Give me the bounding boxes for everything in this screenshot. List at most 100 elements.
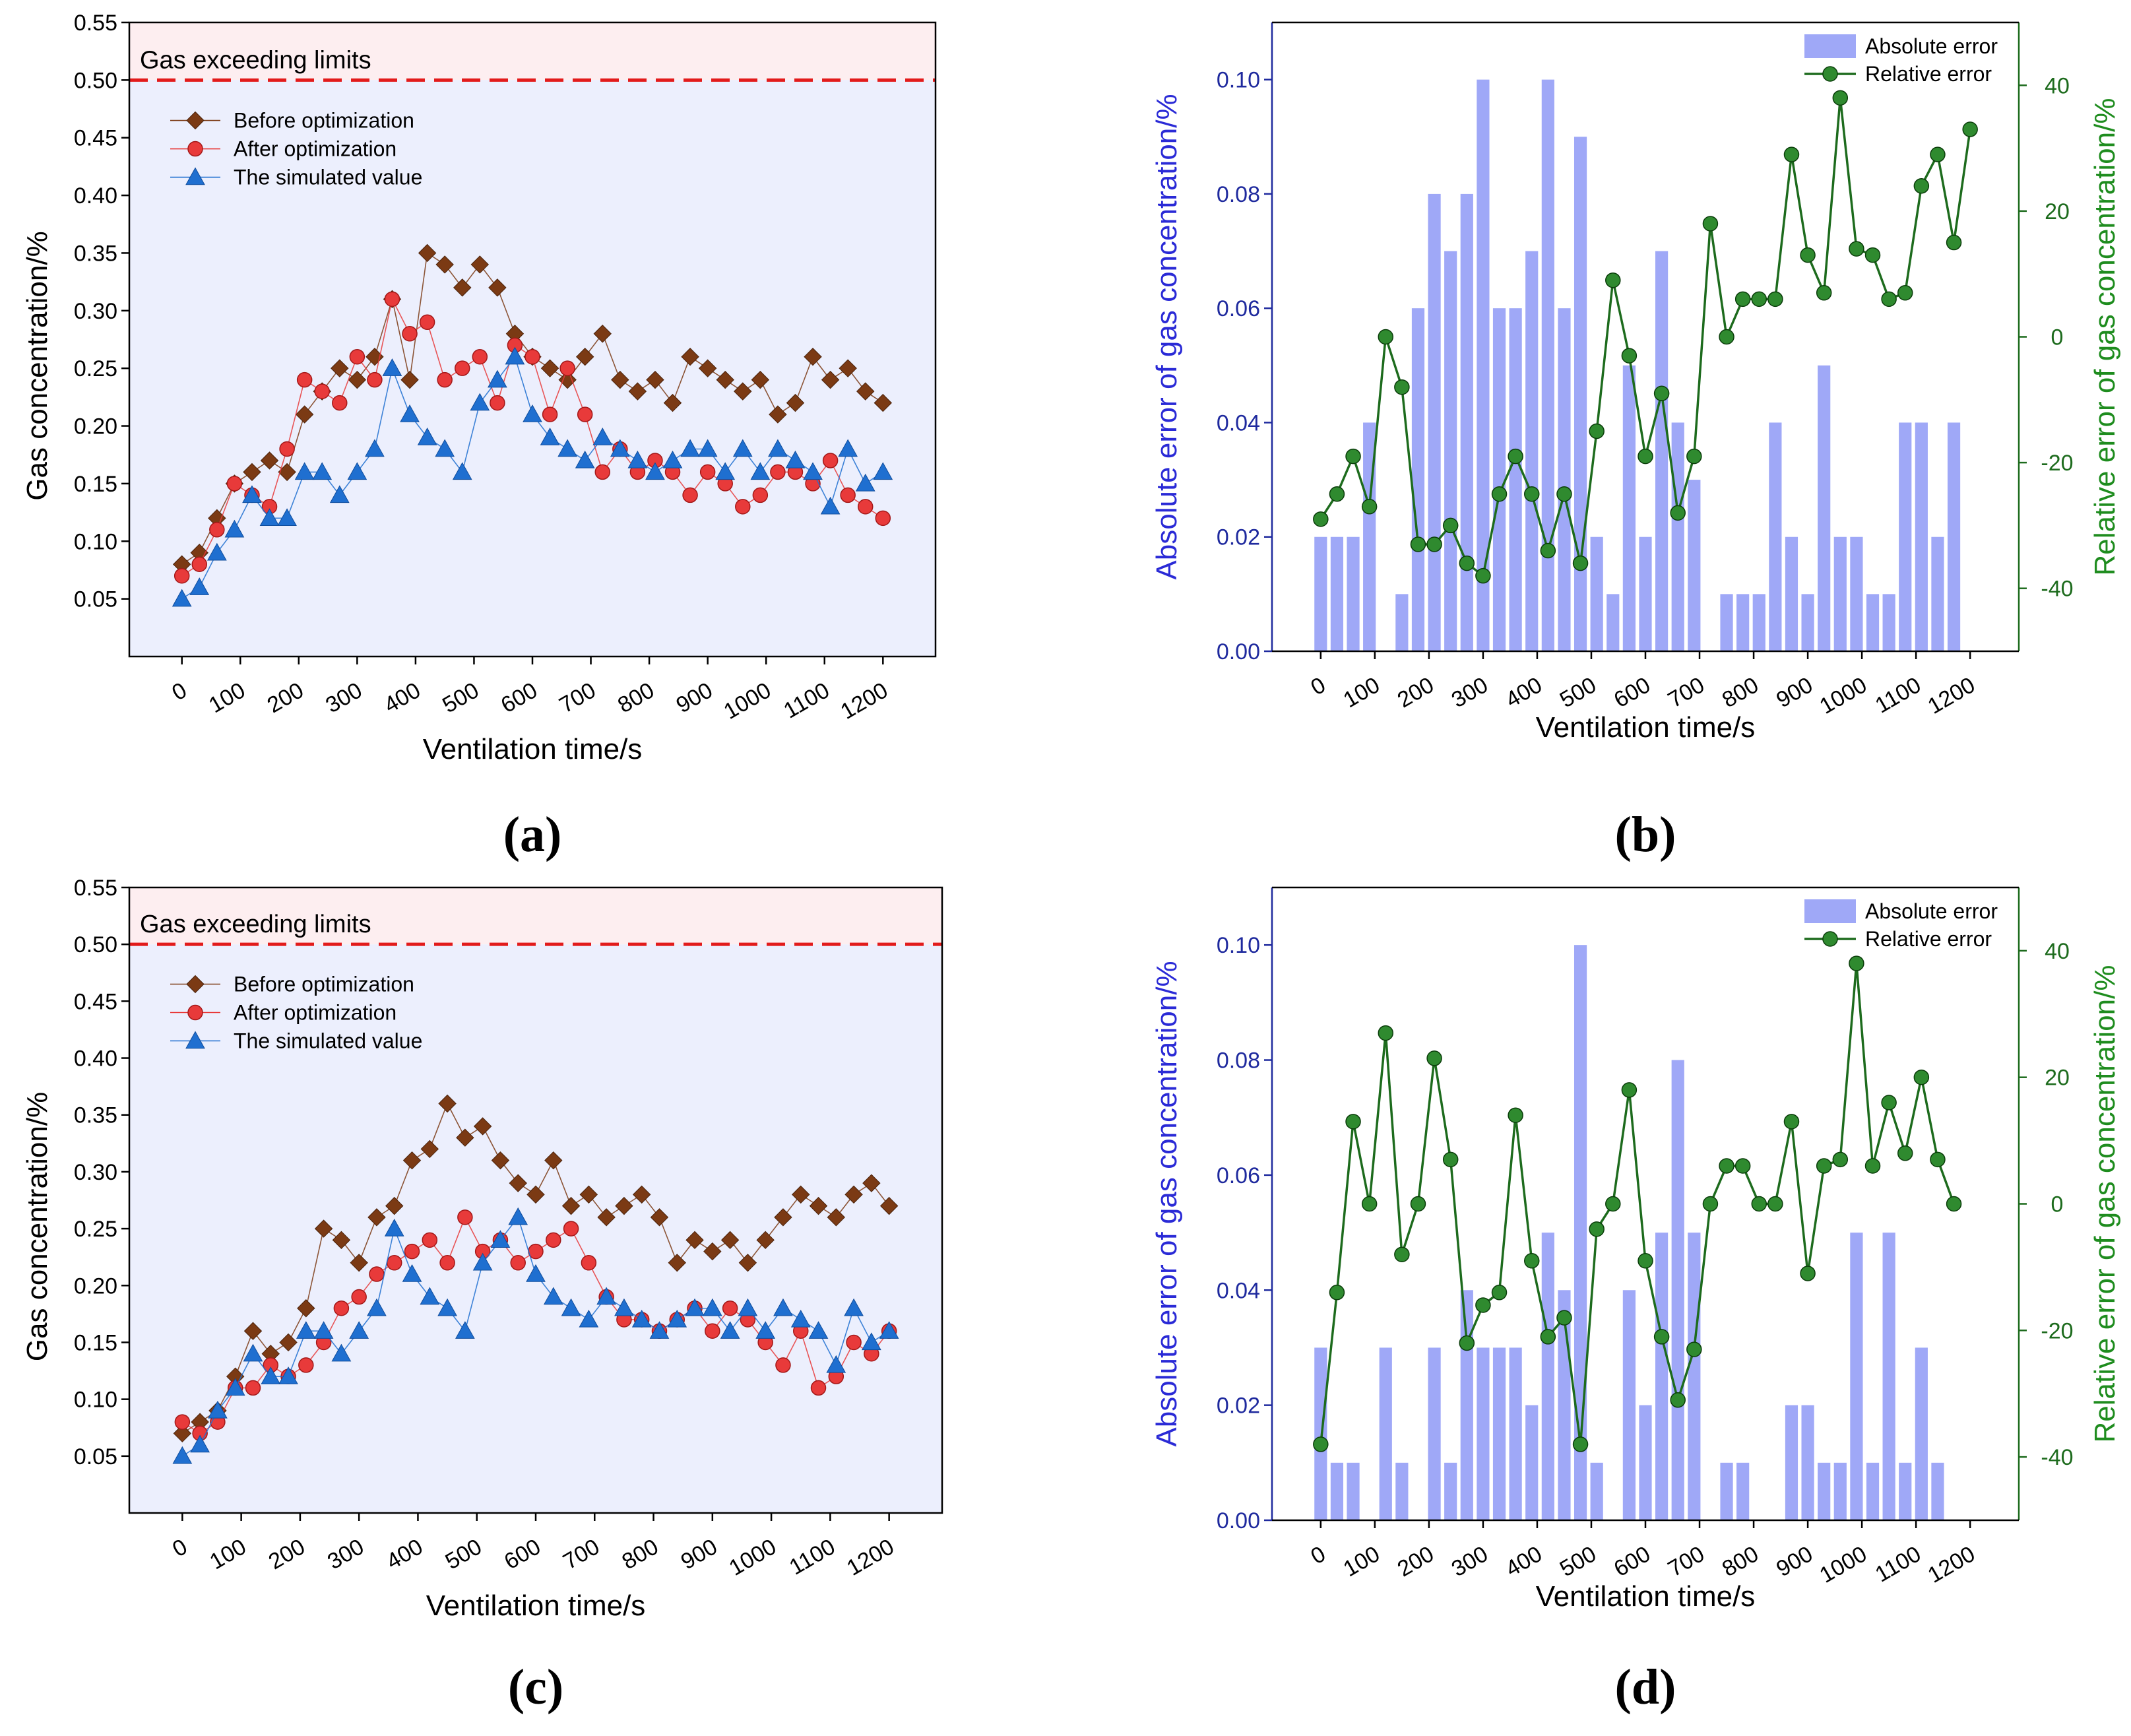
y-left-tick-label: 0.02: [1217, 525, 1260, 550]
exceed-band: [129, 887, 942, 945]
y-left-axis-label: Absolute error of gas concentration/%: [1151, 961, 1183, 1446]
bar: [1736, 1462, 1750, 1520]
line-point: [1523, 1253, 1540, 1269]
line-point: [1897, 1145, 1913, 1161]
bar: [1477, 1347, 1490, 1520]
line-point: [1881, 291, 1897, 307]
data-point: [455, 1321, 475, 1339]
y-right-tick-label: 40: [2045, 73, 2070, 98]
data-point: [775, 1357, 791, 1373]
data-point: [627, 450, 648, 468]
data-point: [650, 1208, 669, 1227]
data-point: [804, 348, 822, 366]
y-right-axis-label: Relative error of gas concentration/%: [2089, 98, 2121, 576]
bar: [1915, 422, 1928, 651]
data-point: [349, 1321, 369, 1339]
legend-label: Absolute error: [1865, 34, 1998, 58]
data-point: [417, 427, 437, 445]
line-point: [1345, 1114, 1361, 1130]
data-point: [384, 1219, 404, 1237]
y-right-tick-label: 20: [2045, 1066, 2070, 1091]
data-point: [382, 358, 402, 376]
legend-label: After optimization: [234, 1001, 397, 1025]
data-point: [189, 577, 210, 595]
x-tick-label: 1200: [837, 678, 893, 724]
data-point: [809, 1196, 828, 1215]
data-point: [685, 1298, 705, 1316]
data-point: [839, 359, 857, 377]
data-point: [844, 1185, 863, 1204]
data-point: [879, 1196, 899, 1215]
bar: [1460, 1290, 1473, 1520]
line-point: [1556, 1310, 1572, 1326]
bar: [1931, 536, 1944, 651]
data-point: [296, 371, 313, 388]
bar: [1330, 536, 1344, 651]
line-point: [1589, 423, 1605, 439]
x-tick-label: 100: [1339, 1541, 1384, 1582]
line-point: [1491, 486, 1508, 502]
line-point: [1638, 448, 1653, 465]
data-point: [523, 404, 542, 422]
data-point: [456, 1128, 474, 1147]
data-point: [610, 439, 630, 457]
legend-marker: [187, 141, 203, 157]
data-point: [682, 487, 698, 503]
x-axis-label: Ventilation time/s: [1536, 711, 1756, 744]
bar: [1395, 594, 1409, 651]
y-left-tick-label: 0.00: [1217, 639, 1260, 664]
data-point: [525, 348, 540, 365]
y-tick-label: 0.25: [74, 356, 117, 381]
data-point: [579, 1309, 599, 1328]
data-point: [332, 395, 348, 411]
bar: [1866, 1462, 1880, 1520]
data-point: [490, 395, 505, 411]
data-point: [715, 462, 736, 480]
y-tick-label: 0.20: [74, 1273, 117, 1299]
data-point: [774, 1208, 792, 1227]
line-point: [1621, 348, 1638, 364]
data-point: [846, 1334, 862, 1351]
data-point: [577, 406, 593, 422]
y-left-tick-label: 0.10: [1217, 933, 1260, 958]
line-point: [1361, 1196, 1378, 1212]
bar: [1379, 1347, 1392, 1520]
x-tick-label: 700: [559, 1534, 604, 1574]
line-point: [1459, 1335, 1475, 1351]
line-point: [1394, 1246, 1410, 1262]
data-point: [631, 1309, 652, 1328]
bar: [1801, 594, 1814, 651]
bar: [1347, 1462, 1360, 1520]
data-point: [750, 462, 771, 480]
data-point: [826, 1355, 846, 1373]
data-point: [526, 1264, 546, 1282]
data-point: [645, 462, 665, 480]
data-point: [298, 1357, 314, 1373]
bar: [1541, 1233, 1554, 1520]
x-tick-label: 300: [321, 678, 366, 718]
line-point: [1329, 1285, 1345, 1301]
line-point: [1605, 1196, 1621, 1212]
data-point: [296, 1321, 316, 1339]
bar: [1720, 1462, 1733, 1520]
data-point: [663, 393, 682, 412]
line-point: [1345, 448, 1361, 465]
line-point: [1930, 1151, 1946, 1168]
data-point: [260, 451, 279, 470]
bar: [1525, 251, 1539, 652]
line-point: [1702, 1196, 1719, 1212]
data-point: [732, 439, 753, 457]
data-point: [509, 1174, 527, 1192]
data-point: [803, 462, 823, 480]
data-point: [873, 462, 893, 480]
line-point: [1946, 234, 1962, 251]
y-tick-label: 0.15: [74, 472, 117, 497]
bar: [1541, 79, 1554, 652]
y-right-axis-label: Relative error of gas concentration/%: [2089, 965, 2121, 1443]
legend-marker: [1822, 66, 1838, 82]
x-tick-label: 700: [1664, 672, 1709, 713]
data-point: [862, 1174, 881, 1192]
line-point: [1459, 555, 1475, 571]
data-point: [294, 462, 315, 480]
y-tick-label: 0.45: [74, 989, 117, 1014]
